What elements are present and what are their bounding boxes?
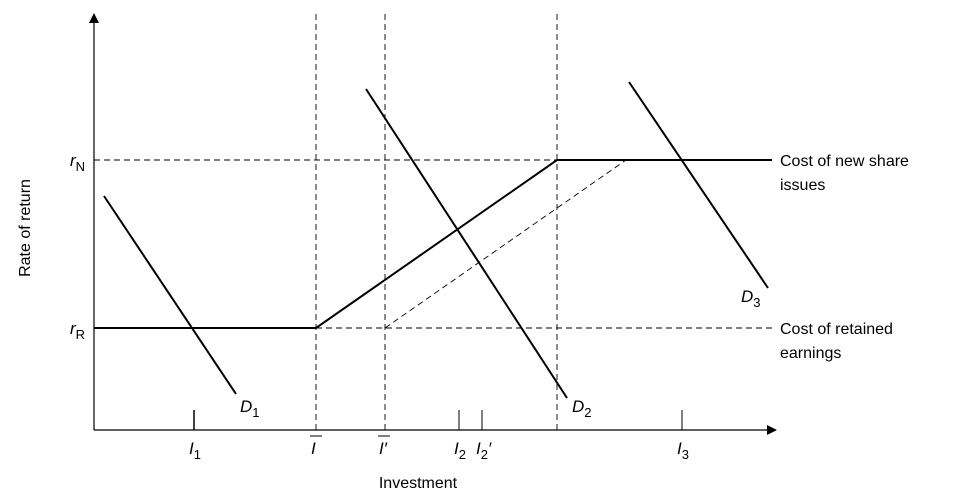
i2-prime-label: I2′ xyxy=(476,439,492,462)
d1-label: D1 xyxy=(240,397,260,420)
d3-label: D3 xyxy=(741,287,761,310)
d2-label: D2 xyxy=(572,397,592,420)
r-n-label: rN xyxy=(70,151,85,174)
i3-label: I3 xyxy=(677,439,689,462)
i2-label: I2 xyxy=(454,439,466,462)
cost-retained-label-line2: earnings xyxy=(780,345,841,362)
i-bar-prime-label: I′ xyxy=(378,435,390,458)
svg-text:I: I xyxy=(311,439,316,458)
d3-curve xyxy=(628,81,769,289)
i-bar-label: I xyxy=(310,435,322,458)
svg-text:I′: I′ xyxy=(379,439,388,458)
d2-curve xyxy=(365,88,568,399)
shifted-cost-dashed-line xyxy=(384,159,627,329)
r-r-label: rR xyxy=(70,319,85,342)
cost-retained-label-line1: Cost of retained xyxy=(780,321,893,338)
cost-new-share-label-line1: Cost of new share xyxy=(780,153,909,170)
i1-label: I1 xyxy=(189,439,201,462)
d1-curve xyxy=(103,195,237,395)
y-axis-title: Rate of return xyxy=(17,179,34,277)
cost-of-funds-curve xyxy=(94,159,772,329)
cost-new-share-label-line2: issues xyxy=(780,177,825,194)
x-axis-title: Investment xyxy=(379,475,458,492)
